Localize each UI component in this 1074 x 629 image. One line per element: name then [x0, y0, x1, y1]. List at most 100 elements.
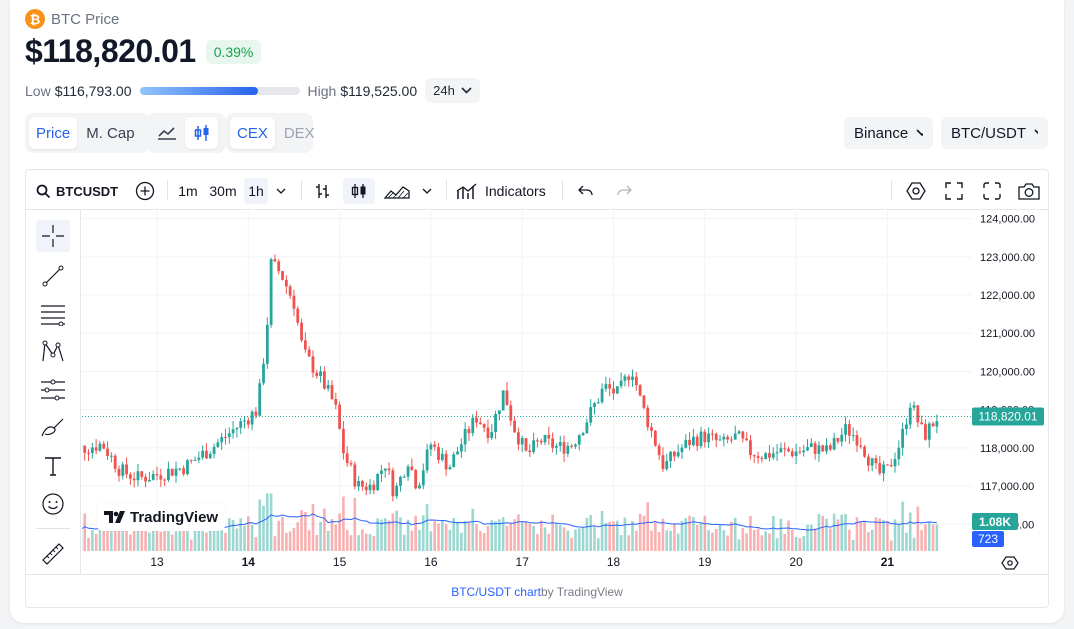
interval-menu[interactable]	[272, 178, 290, 204]
area-style-button[interactable]	[382, 178, 412, 204]
expand-button[interactable]	[979, 178, 1005, 204]
volume-bar	[897, 524, 901, 551]
interval-30m[interactable]: 30m	[209, 183, 237, 199]
volume-bar	[212, 515, 216, 551]
chart-settings-button[interactable]	[903, 178, 929, 204]
candle-body	[140, 471, 144, 477]
volume-bar	[448, 529, 452, 551]
fib-tool[interactable]	[36, 298, 70, 330]
volume-bar	[631, 521, 634, 551]
emoji-tool[interactable]	[36, 488, 70, 520]
candle-body	[528, 450, 532, 453]
chart-link[interactable]: BTC/USDT chart	[451, 584, 541, 599]
brush-tool[interactable]	[36, 412, 70, 444]
volume-bar	[585, 517, 589, 551]
candles-style-button[interactable]	[343, 178, 375, 204]
candle-body	[376, 473, 380, 491]
pattern-icon	[42, 340, 64, 362]
tab-price[interactable]: Price	[29, 117, 78, 149]
high-value: $119,525.00	[340, 82, 418, 99]
volume-bar	[414, 515, 417, 551]
volume-bar	[867, 532, 870, 551]
candle-body	[361, 481, 364, 487]
price-axis[interactable]: 124,000.00 123,000.00 122,000.00 121,000.00…	[972, 211, 1049, 574]
line-chart-button[interactable]	[150, 117, 183, 149]
candle-body	[155, 474, 159, 476]
text-tool[interactable]	[36, 450, 70, 482]
price-plot[interactable]: 13 14 15 16 17 18 19 20 21	[82, 211, 972, 574]
candle-body	[307, 349, 311, 357]
indicators-button[interactable]: Indicators	[456, 178, 546, 204]
candle-body	[220, 436, 224, 443]
volume-bar	[517, 514, 520, 551]
tab-cex[interactable]: CEX	[230, 117, 275, 149]
candle-body	[551, 438, 555, 448]
tab-dex[interactable]: DEX	[283, 124, 315, 142]
volume-bar	[452, 517, 456, 551]
bars-style-button[interactable]	[309, 178, 335, 204]
candle-body	[300, 322, 303, 341]
candle-body	[581, 433, 585, 436]
prediction-tool[interactable]	[36, 374, 70, 406]
x-tick-label: 20	[789, 555, 803, 569]
candle-body	[372, 484, 376, 491]
candlestick-chart-button[interactable]	[185, 117, 218, 149]
volume-bar	[205, 532, 208, 551]
volume-bar	[768, 533, 771, 551]
candle-body	[798, 451, 802, 453]
volume-bar	[874, 517, 878, 551]
volume-bar	[151, 514, 155, 551]
drawing-toolbar	[26, 210, 81, 574]
y-tick-label: 124,000.00	[980, 214, 1035, 226]
pattern-tool[interactable]	[36, 336, 70, 368]
volume-bar	[463, 520, 467, 551]
candle-body	[532, 440, 536, 453]
interval-1h[interactable]: 1h	[244, 178, 268, 204]
candle-body	[585, 422, 589, 434]
volume-bar	[870, 529, 874, 551]
candle-body	[886, 464, 889, 466]
volume-bar	[106, 529, 109, 551]
chart-style-menu[interactable]	[418, 178, 436, 204]
candle-body	[239, 421, 243, 428]
volume-bar	[513, 519, 516, 551]
redo-button[interactable]	[611, 178, 637, 204]
y-tick-label: 118,000.00	[980, 443, 1034, 455]
candle-body	[931, 423, 935, 427]
pair-select[interactable]: BTC/USDT	[941, 117, 1048, 149]
period-select[interactable]: 24h	[425, 78, 480, 103]
volume-bar	[851, 539, 855, 551]
volume-bar	[391, 513, 395, 551]
candle-body	[539, 440, 543, 443]
fullscreen-button[interactable]	[941, 178, 967, 204]
snapshot-button[interactable]	[1016, 178, 1042, 204]
volume-bar	[159, 531, 163, 551]
volume-bar	[372, 536, 376, 551]
interval-1m[interactable]: 1m	[178, 183, 198, 199]
candle-body	[768, 453, 771, 458]
candle-body	[844, 424, 847, 435]
candle-body	[83, 445, 87, 453]
tab-market-cap[interactable]: M. Cap	[86, 124, 135, 142]
candle-body	[193, 459, 197, 461]
volume-bar	[509, 523, 513, 551]
volume-bar	[635, 530, 638, 551]
exchange-select[interactable]: Binance	[844, 117, 933, 149]
compare-button[interactable]	[133, 178, 157, 204]
candle-body	[513, 420, 516, 433]
candle-body	[425, 449, 429, 471]
crosshair-tool[interactable]	[36, 220, 70, 252]
volume-bar	[326, 531, 330, 551]
candle-body	[471, 417, 475, 434]
volume-bar	[600, 510, 604, 551]
trendline-tool[interactable]	[36, 260, 70, 292]
measure-tool[interactable]	[36, 538, 70, 570]
volume-bar	[87, 537, 90, 551]
volume-bar	[117, 520, 121, 551]
undo-button[interactable]	[573, 178, 599, 204]
candle-body	[855, 435, 859, 446]
volume-bar	[669, 530, 672, 551]
volume-bar	[520, 521, 524, 551]
symbol-search[interactable]: BTCUSDT	[36, 178, 118, 204]
volume-bar	[490, 520, 494, 551]
